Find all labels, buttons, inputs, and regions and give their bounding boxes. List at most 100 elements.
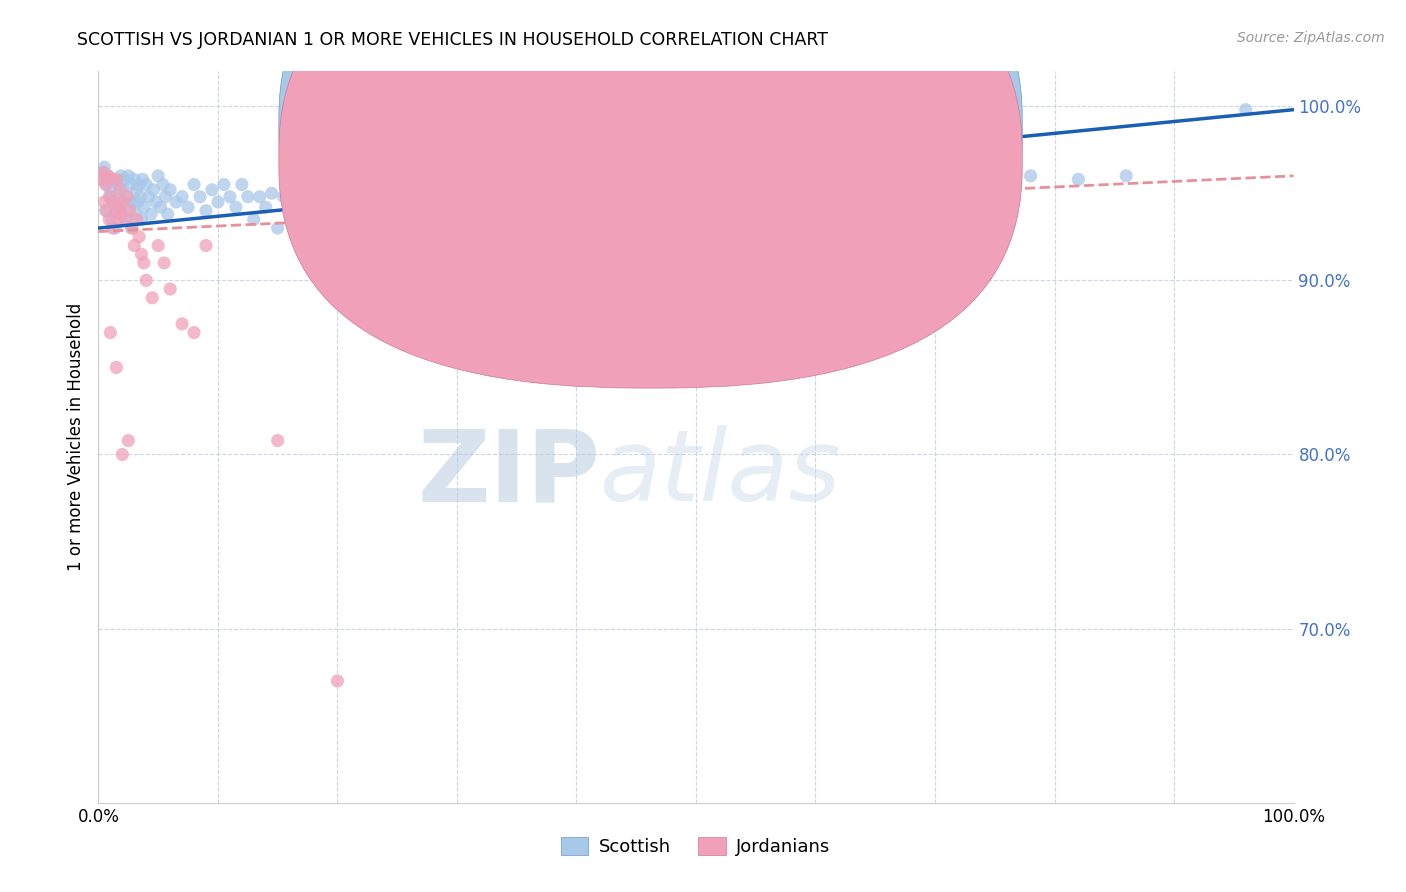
Point [494, 172, 516, 186]
Point [100, 172, 122, 186]
Point [530, 172, 553, 186]
Point [172, 317, 194, 331]
Point [756, 186, 779, 201]
Point [637, 178, 659, 192]
Point [201, 183, 224, 197]
Text: R = 0.489   N = 116: R = 0.489 N = 116 [671, 117, 846, 135]
Point [131, 212, 153, 227]
Point [155, 190, 177, 204]
Point [195, 203, 218, 218]
Point [172, 190, 194, 204]
Point [149, 200, 172, 214]
Point [1067, 172, 1090, 186]
Point [105, 172, 128, 186]
Point [98, 190, 122, 204]
Point [541, 203, 564, 218]
Point [339, 238, 361, 252]
Point [554, 186, 576, 201]
Point [107, 178, 129, 192]
Point [1019, 169, 1042, 183]
Point [114, 172, 136, 186]
Point [243, 212, 266, 227]
Point [308, 200, 330, 214]
Point [139, 207, 162, 221]
Point [128, 178, 150, 192]
Point [91, 172, 114, 186]
Point [458, 172, 481, 186]
Legend: Scottish, Jordanians: Scottish, Jordanians [554, 830, 838, 863]
Point [212, 178, 235, 192]
Point [231, 178, 253, 192]
Point [114, 212, 136, 227]
Point [589, 190, 612, 204]
Point [267, 221, 290, 235]
Point [98, 183, 122, 197]
Point [225, 200, 247, 214]
Point [236, 190, 259, 204]
Point [91, 165, 114, 179]
Point [97, 169, 120, 183]
Point [97, 169, 120, 183]
Point [115, 190, 138, 204]
Point [995, 172, 1018, 186]
Point [141, 291, 163, 305]
Point [103, 194, 125, 209]
FancyBboxPatch shape [278, 0, 1022, 388]
Point [121, 221, 143, 235]
Point [132, 200, 155, 214]
Point [156, 207, 179, 221]
Point [93, 160, 115, 174]
Text: ZIP: ZIP [418, 425, 600, 522]
Point [183, 326, 205, 340]
Point [385, 190, 409, 204]
Point [470, 172, 492, 186]
Point [152, 178, 174, 192]
Point [98, 326, 122, 340]
Point [499, 169, 522, 183]
Point [374, 212, 396, 227]
Point [131, 247, 153, 261]
Point [117, 169, 139, 183]
Point [142, 183, 165, 197]
Point [101, 221, 124, 235]
Point [138, 190, 160, 204]
Point [291, 194, 314, 209]
Point [481, 172, 505, 186]
Point [96, 178, 118, 192]
Point [159, 183, 181, 197]
Point [127, 194, 149, 209]
Point [107, 200, 129, 214]
Point [94, 203, 117, 218]
FancyBboxPatch shape [619, 94, 893, 192]
Point [104, 221, 127, 235]
Point [195, 238, 218, 252]
Point [93, 194, 115, 209]
Point [1234, 103, 1257, 117]
Point [207, 194, 229, 209]
Point [122, 194, 145, 209]
Point [326, 183, 349, 197]
Point [183, 178, 205, 192]
Point [115, 190, 138, 204]
Point [98, 190, 121, 204]
Point [804, 169, 827, 183]
Point [91, 165, 114, 179]
Point [464, 169, 486, 183]
Point [118, 203, 141, 218]
Point [972, 169, 994, 183]
Point [132, 256, 155, 270]
Point [446, 172, 468, 186]
Point [131, 172, 153, 186]
Point [422, 218, 444, 232]
Point [188, 190, 211, 204]
Point [297, 178, 319, 192]
Text: SCOTTISH VS JORDANIAN 1 OR MORE VEHICLES IN HOUSEHOLD CORRELATION CHART: SCOTTISH VS JORDANIAN 1 OR MORE VEHICLES… [77, 31, 828, 49]
Point [94, 178, 117, 192]
Point [105, 200, 128, 214]
Point [900, 169, 922, 183]
Point [159, 282, 181, 296]
Point [107, 212, 129, 227]
Point [98, 212, 121, 227]
Point [96, 203, 118, 218]
Point [488, 169, 510, 183]
